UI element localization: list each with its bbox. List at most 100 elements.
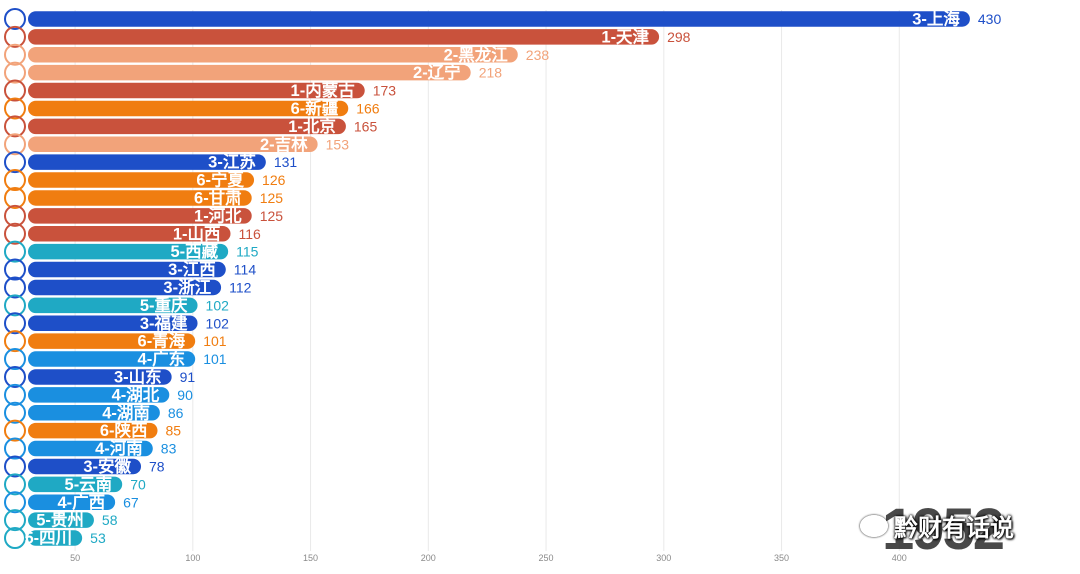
row-marker-icon [4,383,26,406]
bar-value-label: 102 [206,297,230,313]
row-marker-icon [4,25,26,48]
bar-category-label: 3-上海 [912,8,960,28]
bar-value-label: 78 [149,458,165,474]
bar-value-label: 83 [161,441,177,457]
bar-category-label: 6-新疆 [291,98,339,118]
bar-row: 3-安徽 78 [4,455,165,478]
bar [28,243,229,260]
bar-row: 6-宁夏 126 [4,169,286,192]
bar-value-label: 125 [260,190,284,206]
bar-category-label: 1-内蒙古 [291,80,355,100]
row-marker-icon [4,509,26,532]
row-marker-icon [4,276,26,299]
bar-category-label: 5-四川 [24,530,72,548]
bar-value-label: 90 [177,387,193,403]
bar-category-label: 4-广东 [138,349,186,369]
row-marker-icon [4,348,26,371]
row-marker-icon [4,312,26,335]
bar-value-label: 53 [90,530,106,546]
bar-value-label: 131 [274,154,298,170]
bar-value-label: 125 [260,208,284,224]
row-marker-icon [4,79,26,102]
bar-value-label: 58 [102,512,118,528]
bar-value-label: 112 [229,279,252,295]
bar-category-label: 3-福建 [140,313,188,333]
x-axis-ticks: 50 100 150 200 250 300 350 400 [70,553,907,563]
bar-row: 6-青海 101 [4,330,227,353]
bar-category-label: 5-西藏 [170,242,218,261]
bar-category-label: 5-重庆 [140,295,188,315]
row-marker-icon [4,97,26,120]
bar-row: 3-浙江 112 [4,276,252,299]
x-tick-label: 350 [774,553,789,563]
bar [28,208,252,224]
row-marker-icon [4,258,26,281]
bar-category-label: 3-安徽 [83,456,131,476]
bar [28,136,318,152]
bar-category-label: 1-山西 [173,224,221,243]
bar-category-label: 2-黑龙江 [444,44,509,64]
bar-value-label: 102 [206,315,230,331]
bar [28,11,970,27]
bar-row: 1-内蒙古 173 [4,79,397,102]
bar-row: 4-广东 101 [4,348,227,371]
row-marker-icon [4,437,26,460]
bar-value-label: 173 [373,83,397,99]
bar [28,369,172,385]
bar-category-label: 6-宁夏 [196,170,244,190]
row-marker-icon [4,527,26,550]
row-marker-icon [4,115,26,138]
bar [28,422,158,439]
row-marker-icon [4,419,26,442]
bar-row: 1-河北 125 [4,204,284,227]
row-marker-icon [4,365,26,388]
bar-value-label: 114 [234,262,257,278]
bar-category-label: 3-江西 [168,260,216,279]
bar-category-label: 6-青海 [138,331,186,351]
bar [28,82,365,99]
bar-row: 3-上海 430 [4,7,1001,30]
bar-value-label: 126 [262,172,286,188]
bar-row: 2-黑龙江 238 [4,43,550,66]
row-marker-icon [4,491,26,514]
wechat-icon [860,514,888,537]
bar-row: 3-江西 114 [4,258,257,281]
bar [28,387,170,403]
bar [28,172,255,188]
bar-row: 6-陕西 85 [4,419,182,442]
bar [28,297,198,314]
bar [28,118,346,135]
row-marker-icon [4,455,26,478]
bar [28,154,266,170]
row-marker-icon [4,204,26,227]
row-marker-icon [4,133,26,156]
row-marker-icon [4,186,26,209]
bar-value-label: 238 [526,47,550,63]
x-tick-label: 50 [70,553,80,563]
bar-category-label: 1-河北 [194,206,242,225]
bar-category-label: 5-云南 [65,474,113,494]
bar [28,333,196,349]
bar-value-label: 101 [203,351,227,367]
row-marker-icon [4,61,26,84]
bar [28,315,198,331]
bar-row: 1-北京 165 [4,115,377,138]
bar [28,226,231,242]
bar-category-label: 1-北京 [288,116,336,136]
x-tick-label: 100 [185,553,200,563]
bar-category-label: 4-河南 [95,438,143,458]
row-marker-icon [4,240,26,263]
bar-value-label: 85 [166,423,182,439]
bar-value-label: 166 [356,100,380,116]
bar-category-label: 1-天津 [601,26,649,46]
bar [28,494,116,510]
bar-category-label: 3-山东 [114,366,162,386]
bar-row: 4-湖北 90 [4,383,193,406]
x-tick-label: 400 [892,553,907,563]
row-marker-icon [4,169,26,192]
bar-row: 2-辽宁 218 [4,61,502,84]
bar [28,458,142,475]
bar-row: 5-四川 53 [4,527,106,550]
bar-value-label: 153 [326,136,350,152]
